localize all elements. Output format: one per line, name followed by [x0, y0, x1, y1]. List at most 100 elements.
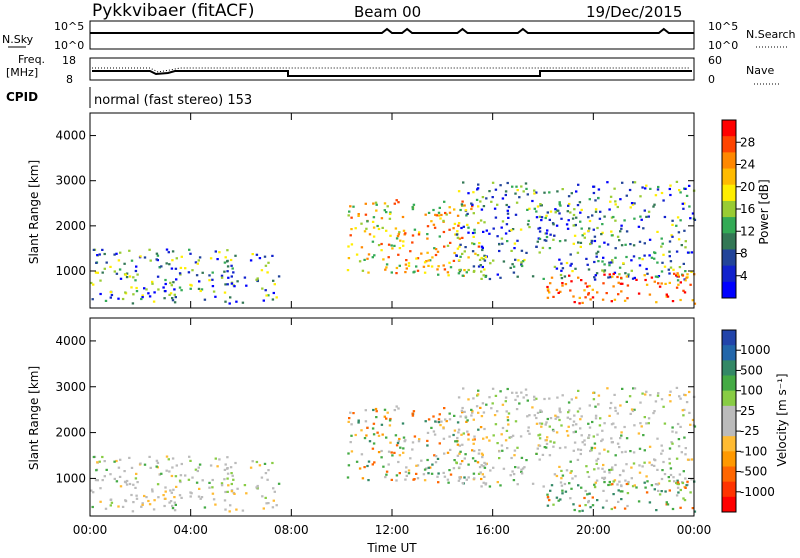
power-scatter: [90, 180, 697, 305]
velocity-cell: [197, 466, 200, 469]
power-cell: [442, 230, 446, 234]
velocity-cell: [103, 475, 106, 478]
power-cell: [98, 253, 101, 256]
velocity-cell: [273, 490, 276, 493]
power-cell: [579, 245, 582, 248]
power-cell: [385, 211, 388, 214]
power-cell: [226, 265, 230, 268]
power-cell: [229, 258, 233, 262]
velocity-cell: [638, 471, 642, 474]
power-cell: [573, 208, 576, 211]
velocity-cell: [591, 504, 595, 507]
velocity-cell: [179, 480, 182, 484]
power-cell: [633, 276, 636, 279]
power-cell: [577, 276, 580, 279]
power-cell: [567, 195, 571, 198]
velocity-cell: [148, 503, 152, 506]
velocity-cell: [644, 486, 647, 489]
power-colorbar-swatch: [722, 265, 736, 283]
power-cell: [209, 257, 213, 260]
power-cell: [608, 264, 611, 267]
power-cell: [197, 259, 200, 262]
power-cell: [173, 301, 177, 304]
power-cell: [175, 257, 178, 260]
velocity-cell: [200, 496, 204, 499]
power-cell: [521, 260, 525, 263]
power-cell: [95, 261, 98, 264]
velocity-cell: [578, 510, 581, 513]
power-cell: [471, 242, 474, 245]
velocity-cell: [689, 491, 692, 494]
velocity-cell: [245, 492, 248, 495]
power-cell: [461, 252, 464, 255]
velocity-cell: [479, 426, 483, 429]
velocity-cell: [555, 474, 559, 478]
velocity-cell: [358, 467, 362, 470]
velocity-cell: [569, 460, 572, 463]
velocity-cell: [577, 389, 580, 392]
velocity-cell: [511, 470, 514, 473]
velocity-cell: [568, 409, 571, 412]
power-cell: [171, 299, 175, 302]
power-cell: [364, 202, 367, 205]
velocity-cell: [457, 431, 460, 434]
velocity-cell: [366, 426, 369, 429]
power-cell: [460, 226, 463, 230]
velocity-cell: [211, 492, 215, 495]
power-cell: [681, 274, 685, 277]
power-cell: [488, 277, 492, 281]
velocity-cell: [601, 476, 604, 479]
velocity-cell: [501, 426, 505, 430]
velocity-cell: [141, 503, 144, 506]
power-cell: [169, 292, 173, 295]
velocity-cell: [601, 429, 604, 432]
velocity-cell: [603, 476, 607, 479]
power-cell: [492, 227, 495, 230]
power-cell: [462, 225, 465, 228]
velocity-cell: [458, 466, 461, 469]
velocity-cell: [556, 396, 559, 399]
power-cell: [623, 299, 627, 302]
power-cell: [653, 257, 656, 260]
power-cell: [480, 270, 483, 273]
power-cell: [654, 275, 658, 278]
power-cell: [266, 271, 269, 274]
power-cell: [467, 256, 470, 259]
velocity-cell: [682, 470, 685, 473]
velocity-cell: [596, 457, 600, 460]
power-cell: [443, 268, 447, 271]
power-cell: [236, 280, 239, 283]
velocity-cell: [372, 442, 376, 445]
velocity-cell: [620, 484, 623, 487]
velocity-cell: [661, 449, 664, 452]
power-cell: [594, 210, 598, 213]
velocity-cell: [609, 483, 612, 486]
velocity-cell: [585, 465, 588, 468]
power-cell: [230, 264, 233, 267]
velocity-cell: [477, 411, 480, 414]
power-cell: [485, 197, 488, 200]
velocity-cell: [597, 394, 601, 397]
power-cell: [173, 293, 176, 296]
velocity-cell: [477, 428, 480, 431]
velocity-cell: [399, 446, 402, 449]
velocity-cell: [98, 460, 101, 463]
power-cell: [685, 276, 688, 279]
power-cell: [352, 205, 355, 208]
power-cell: [603, 215, 606, 218]
velocity-cell: [208, 481, 211, 484]
power-cell: [167, 251, 170, 254]
power-cell: [171, 259, 174, 262]
power-cell: [607, 276, 610, 279]
velocity-cell: [494, 423, 498, 426]
power-cell: [483, 259, 487, 262]
velocity-cell: [391, 454, 394, 457]
power-cell: [347, 257, 351, 260]
power-cell: [559, 204, 562, 207]
velocity-cell: [621, 490, 624, 493]
power-cell: [567, 219, 570, 222]
power-cell: [679, 219, 682, 222]
velocity-cell: [612, 493, 615, 496]
velocity-cell: [385, 417, 388, 420]
